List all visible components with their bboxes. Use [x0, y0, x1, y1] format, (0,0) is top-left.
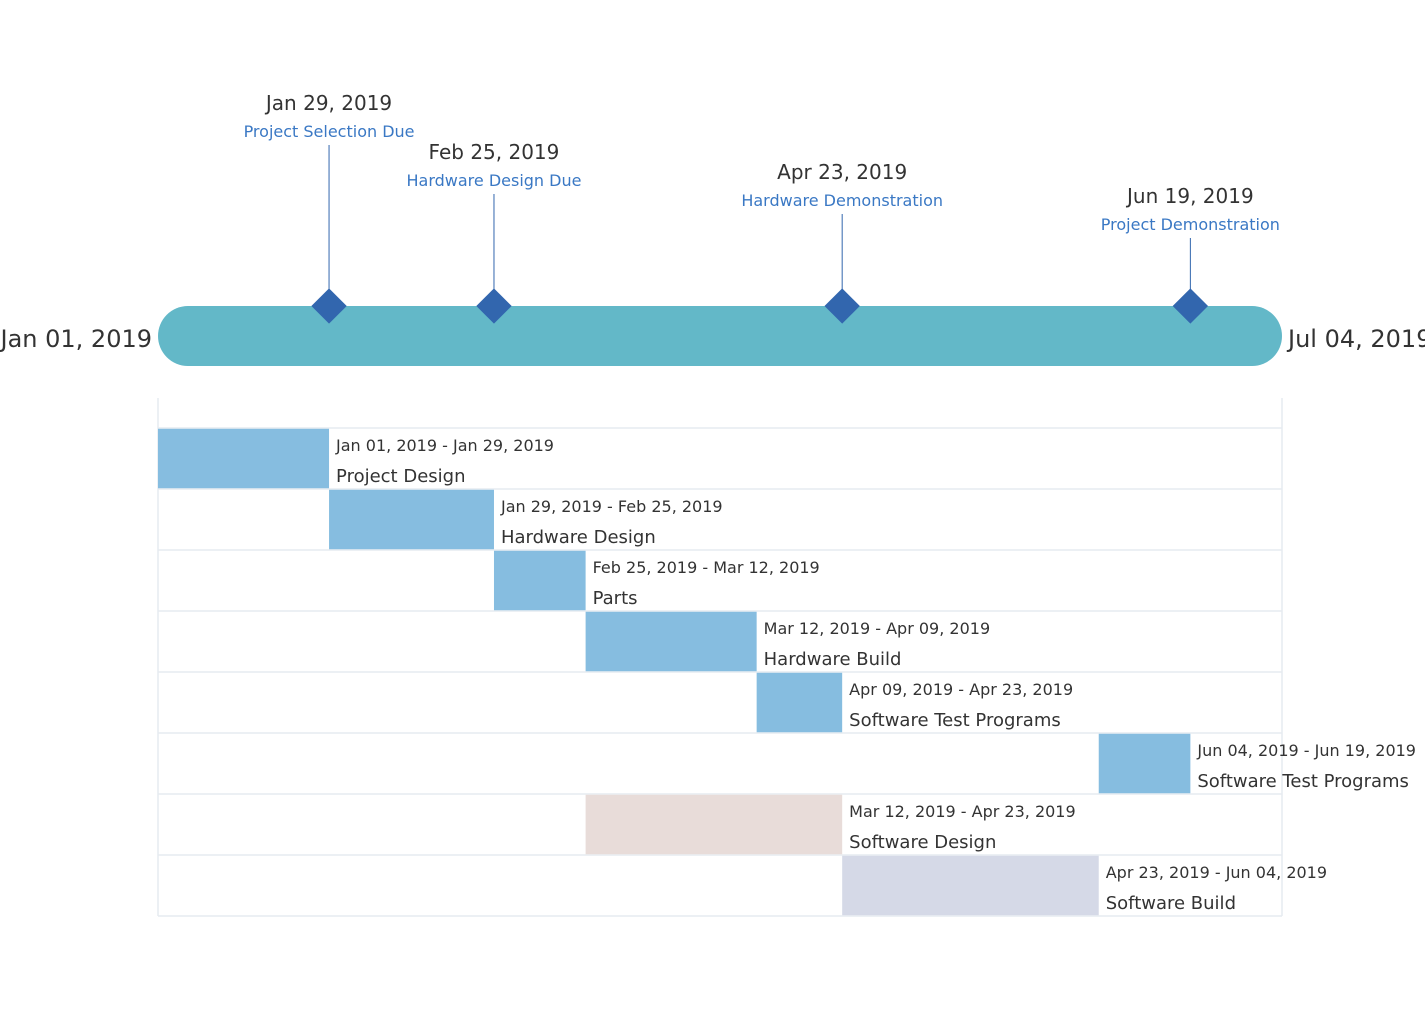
milestone-date: Jan 29, 2019 [264, 91, 392, 115]
task-name: Software Design [849, 832, 996, 853]
task-name: Software Build [1106, 893, 1236, 914]
task-date-range: Mar 12, 2019 - Apr 23, 2019 [849, 802, 1075, 821]
task-row: Mar 12, 2019 - Apr 09, 2019 Hardware Buil… [585, 611, 990, 672]
task-name: Hardware Design [501, 527, 656, 548]
task-bar [329, 489, 494, 550]
timeline-start-label: Jan 01, 2019 [0, 325, 152, 353]
timeline-bar [158, 306, 1282, 366]
milestone-date: Jun 19, 2019 [1125, 184, 1254, 208]
task-date-range: Jun 04, 2019 - Jun 19, 2019 [1196, 741, 1416, 760]
milestone-diamond-icon [311, 288, 347, 324]
task-row: Feb 25, 2019 - Mar 12, 2019 Parts [493, 550, 820, 611]
task-name: Project Design [336, 466, 465, 487]
task-bar [158, 428, 330, 489]
milestone-diamond-icon [824, 288, 860, 324]
task-date-range: Mar 12, 2019 - Apr 09, 2019 [764, 619, 990, 638]
task-date-range: Jan 29, 2019 - Feb 25, 2019 [500, 497, 723, 516]
task-bar [493, 550, 586, 611]
task-bar [1098, 733, 1191, 794]
timeline-axis: Jan 01, 2019 Jul 04, 2019 [0, 306, 1425, 366]
task-row: Jan 01, 2019 - Jan 29, 2019 Project Desig… [158, 428, 554, 489]
milestone-date: Apr 23, 2019 [777, 160, 907, 184]
task-bar [585, 794, 843, 855]
milestone: Jan 29, 2019 Project Selection Due [244, 91, 415, 324]
task-row: Apr 09, 2019 - Apr 23, 2019 Software Test… [756, 672, 1073, 733]
task-grid [157, 398, 1283, 917]
task-date-range: Apr 23, 2019 - Jun 04, 2019 [1106, 863, 1327, 882]
milestone: Jun 19, 2019 Project Demonstration [1101, 184, 1280, 324]
milestone-label: Hardware Demonstration [741, 191, 943, 210]
task-row: Mar 12, 2019 - Apr 23, 2019 Software Desi… [585, 794, 1076, 855]
task-name: Hardware Build [764, 649, 902, 670]
task-bars: Jan 01, 2019 - Jan 29, 2019 Project Desig… [158, 428, 1416, 916]
task-row: Jun 04, 2019 - Jun 19, 2019 Software Test… [1098, 733, 1416, 794]
task-bar [842, 855, 1099, 916]
task-date-range: Jan 01, 2019 - Jan 29, 2019 [335, 436, 554, 455]
milestone-label: Project Selection Due [244, 122, 415, 141]
task-name: Software Test Programs [849, 710, 1061, 731]
task-name: Software Test Programs [1197, 771, 1409, 792]
task-bar [756, 672, 843, 733]
task-date-range: Feb 25, 2019 - Mar 12, 2019 [593, 558, 820, 577]
milestone-date: Feb 25, 2019 [429, 140, 560, 164]
milestone-label: Project Demonstration [1101, 215, 1280, 234]
milestone: Apr 23, 2019 Hardware Demonstration [741, 160, 943, 324]
milestone: Feb 25, 2019 Hardware Design Due [406, 140, 581, 324]
task-name: Parts [593, 588, 638, 609]
milestone-diamond-icon [476, 288, 512, 324]
task-bar [585, 611, 757, 672]
task-row: Apr 23, 2019 - Jun 04, 2019 Software Buil… [842, 855, 1327, 916]
task-row: Jan 29, 2019 - Feb 25, 2019 Hardware Desi… [329, 489, 723, 550]
timeline-end-label: Jul 04, 2019 [1286, 325, 1425, 353]
task-date-range: Apr 09, 2019 - Apr 23, 2019 [849, 680, 1073, 699]
milestone-label: Hardware Design Due [406, 171, 581, 190]
